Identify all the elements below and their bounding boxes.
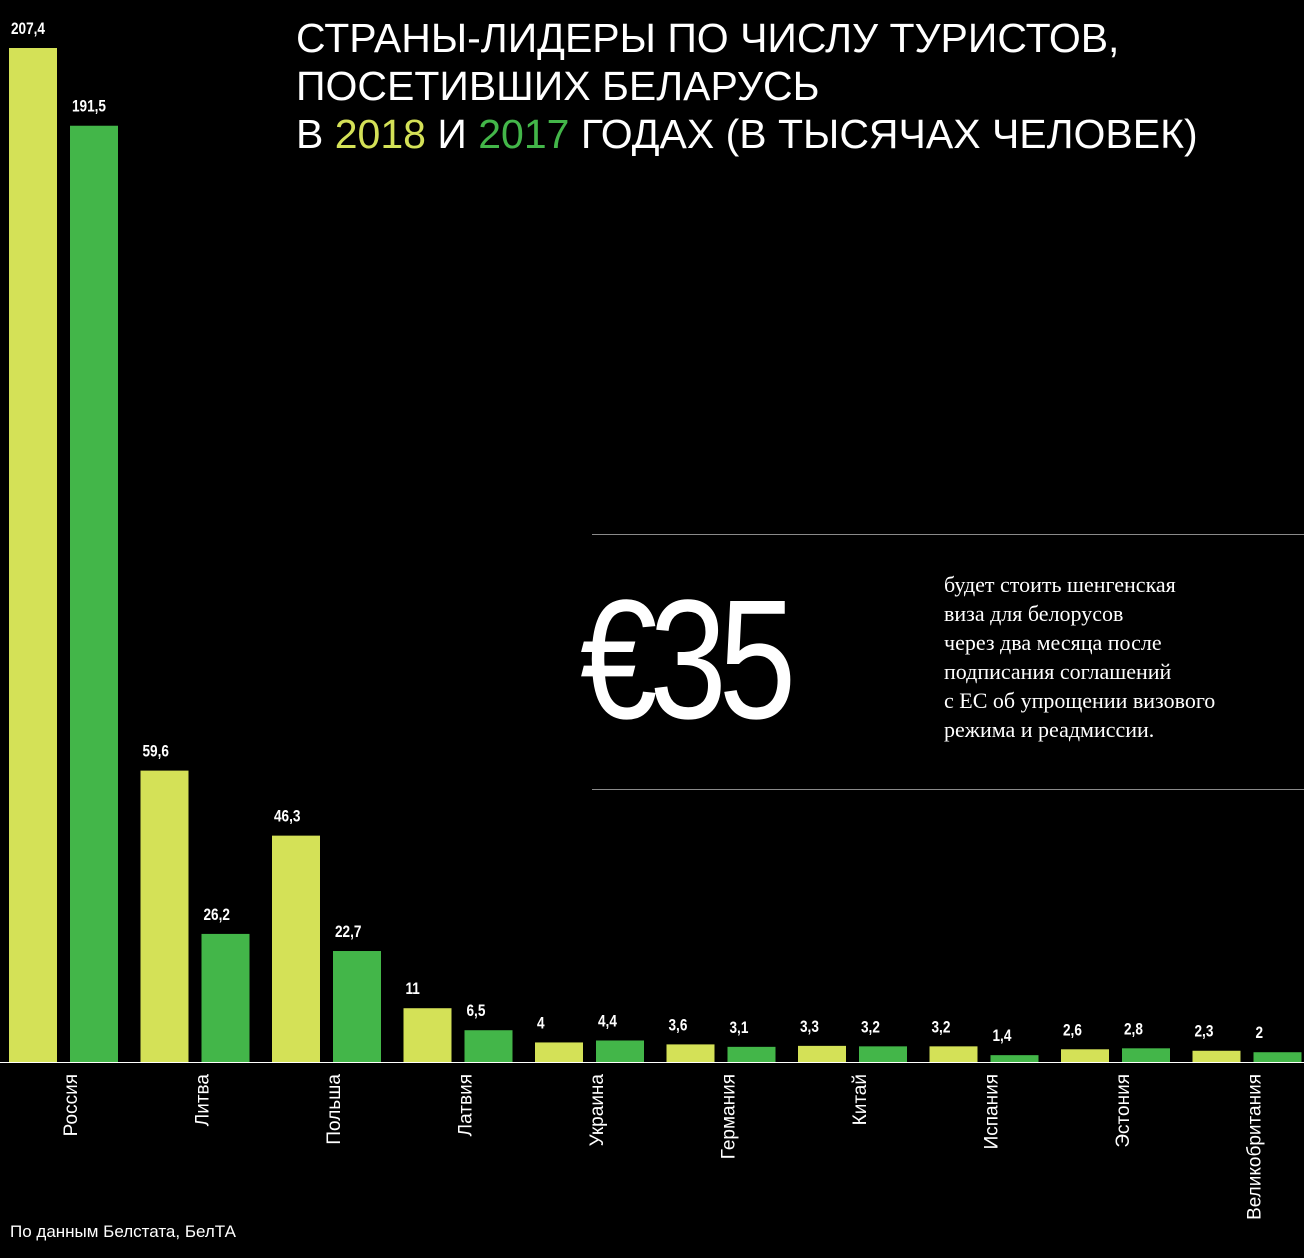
callout-price: €35: [580, 565, 796, 755]
chart-title-line-3: В 2018 И 2017 ГОДАХ (В ТЫСЯЧАХ ЧЕЛОВЕК): [296, 110, 1301, 158]
category-label: Эстония: [1113, 1074, 1134, 1148]
callout-line: подписания соглашений: [944, 659, 1172, 684]
data-label-2017: 3,2: [861, 1018, 880, 1037]
data-label-2017: 2: [1256, 1024, 1264, 1043]
data-label-2017: 1,4: [993, 1027, 1012, 1046]
title-mid: И: [425, 111, 479, 157]
category-label: Германия: [719, 1074, 740, 1159]
data-label-2017: 3,1: [730, 1018, 749, 1037]
chart-title-line-1: СТРАНЫ-ЛИДЕРЫ ПО ЧИСЛУ ТУРИСТОВ,: [296, 15, 1120, 61]
chart-title: СТРАНЫ-ЛИДЕРЫ ПО ЧИСЛУ ТУРИСТОВ, ПОСЕТИВ…: [296, 14, 1301, 158]
callout-divider-bottom: [592, 789, 1304, 790]
data-label-2018: 2,6: [1063, 1021, 1082, 1040]
bar-2018: [9, 48, 57, 1062]
callout-divider-top: [592, 534, 1304, 535]
category-label: Польша: [324, 1074, 345, 1145]
bar-2018: [535, 1042, 583, 1062]
callout-line: виза для белорусов: [944, 601, 1124, 626]
category-label: Испания: [982, 1074, 1003, 1149]
callout-line: с ЕС об упрощении визового: [944, 688, 1216, 713]
bar-2017: [70, 125, 118, 1062]
data-label-2018: 59,6: [143, 742, 169, 761]
data-label-2018: 3,6: [669, 1016, 688, 1035]
legend-year-2018: 2018: [334, 111, 426, 157]
data-label-2017: 191,5: [72, 97, 106, 116]
legend-year-2017: 2017: [478, 111, 570, 157]
data-label-2018: 207,4: [11, 20, 45, 39]
data-label-2017: 6,5: [467, 1002, 486, 1021]
category-label: Китай: [850, 1074, 871, 1125]
title-suffix: ГОДАХ (В ТЫСЯЧАХ ЧЕЛОВЕК): [569, 111, 1198, 157]
bar-2018: [929, 1046, 978, 1062]
bar-2017: [201, 933, 250, 1062]
bar-2018: [403, 1008, 452, 1062]
callout-line: будет стоить шенгенская: [944, 572, 1176, 597]
category-label: Латвия: [456, 1074, 477, 1136]
source-note: По данным Белстата, БелТА: [10, 1222, 236, 1241]
bar-2018: [272, 835, 320, 1062]
title-prefix: В: [296, 111, 335, 157]
data-label-2018: 3,3: [800, 1018, 819, 1037]
bar-2018: [798, 1045, 846, 1062]
data-label-2018: 3,2: [932, 1018, 951, 1037]
chart-title-line-2: ПОСЕТИВШИХ БЕЛАРУСЬ: [296, 63, 820, 109]
bar-2017: [596, 1040, 644, 1062]
bar-2017: [990, 1055, 1039, 1062]
callout-text: будет стоить шенгенская виза для белорус…: [944, 570, 1299, 744]
bar-2017: [1122, 1048, 1170, 1062]
bar-2017: [859, 1046, 907, 1062]
callout-line: режима и реадмиссии.: [944, 717, 1155, 742]
bar-2017: [727, 1046, 776, 1062]
bar-2018: [1061, 1049, 1109, 1062]
data-label-2018: 4: [537, 1014, 545, 1033]
bar-2017: [333, 951, 381, 1062]
data-label-2018: 46,3: [274, 807, 300, 826]
bar-2017: [1253, 1052, 1302, 1062]
data-label-2017: 4,4: [598, 1012, 617, 1031]
category-label: Украина: [587, 1074, 608, 1147]
bar-2018: [140, 770, 189, 1062]
data-label-2017: 26,2: [204, 906, 230, 925]
callout-line: через два месяца после: [944, 630, 1162, 655]
data-label-2017: 2,8: [1124, 1020, 1143, 1039]
category-label: Литва: [193, 1074, 214, 1127]
bar-2018: [666, 1044, 715, 1062]
data-label-2018: 2,3: [1195, 1022, 1214, 1041]
bar-2018: [1192, 1050, 1241, 1062]
category-label: Великобритания: [1245, 1074, 1266, 1220]
category-label: Россия: [61, 1074, 82, 1136]
bar-2017: [464, 1030, 513, 1062]
data-label-2017: 22,7: [335, 923, 361, 942]
data-label-2018: 11: [406, 980, 421, 999]
